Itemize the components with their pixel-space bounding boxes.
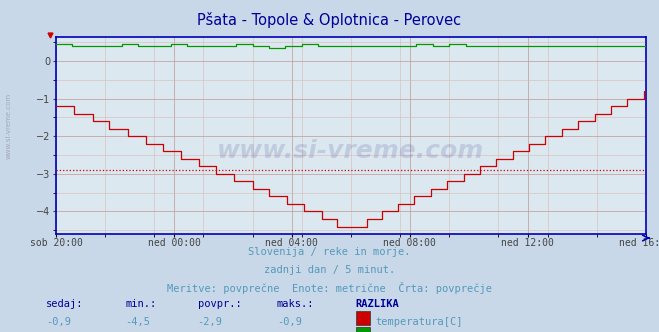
Text: min.:: min.:: [125, 299, 156, 309]
Text: Pšata - Topole & Oplotnica - Perovec: Pšata - Topole & Oplotnica - Perovec: [198, 12, 461, 28]
Text: -0,9: -0,9: [277, 317, 302, 327]
Text: -2,9: -2,9: [198, 317, 223, 327]
Text: www.si-vreme.com: www.si-vreme.com: [217, 139, 484, 163]
Text: temperatura[C]: temperatura[C]: [376, 317, 463, 327]
Text: Slovenija / reke in morje.: Slovenija / reke in morje.: [248, 247, 411, 257]
Text: RAZLIKA: RAZLIKA: [356, 299, 399, 309]
Text: sedaj:: sedaj:: [46, 299, 84, 309]
Text: www.si-vreme.com: www.si-vreme.com: [5, 93, 12, 159]
Text: -4,5: -4,5: [125, 317, 150, 327]
Text: Meritve: povprečne  Enote: metrične  Črta: povprečje: Meritve: povprečne Enote: metrične Črta:…: [167, 282, 492, 294]
Text: povpr.:: povpr.:: [198, 299, 241, 309]
Text: -0,9: -0,9: [46, 317, 71, 327]
Text: zadnji dan / 5 minut.: zadnji dan / 5 minut.: [264, 265, 395, 275]
Text: maks.:: maks.:: [277, 299, 314, 309]
